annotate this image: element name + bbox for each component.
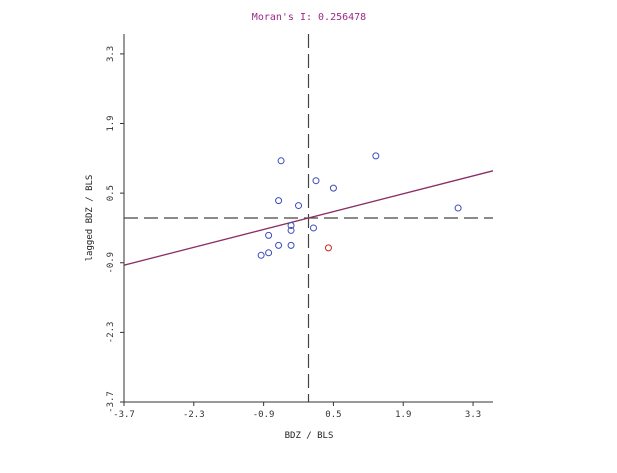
data-point [265, 231, 273, 239]
x-tick-label: -0.9 [253, 410, 275, 420]
y-tick-label: 1.9 [106, 115, 116, 131]
x-tick-label: 3.3 [465, 410, 481, 420]
y-axis-label: lagged BDZ / BLS [85, 175, 95, 262]
data-point [295, 202, 303, 210]
data-point [275, 241, 283, 249]
y-axis-ticks: -3.7 -2.3 -0.9 0.5 1.9 3.3 [106, 46, 124, 413]
x-axis-ticks: -3.7 -2.3 -0.9 0.5 1.9 3.3 [113, 402, 481, 420]
highlighted-point [324, 244, 332, 252]
chart-title: Moran's I: 0.256478 [252, 12, 366, 23]
data-point [329, 184, 337, 192]
regression-line [123, 170, 494, 266]
y-tick-label: -0.9 [106, 252, 116, 274]
data-point [277, 157, 285, 165]
data-point [265, 249, 273, 257]
data-point [257, 251, 265, 259]
data-point [309, 224, 317, 232]
data-points [257, 152, 462, 259]
data-point [287, 221, 295, 229]
data-point [275, 197, 283, 205]
y-tick-label: -3.7 [106, 391, 116, 413]
data-point [287, 241, 295, 249]
y-tick-label: -2.3 [106, 322, 116, 344]
data-point [287, 226, 295, 234]
x-tick-label: -2.3 [183, 410, 205, 420]
y-tick-label: 0.5 [106, 185, 116, 201]
data-point [454, 204, 462, 212]
y-tick-label: 3.3 [106, 46, 116, 62]
data-point [312, 177, 320, 185]
x-axis-label: BDZ / BLS [285, 431, 334, 441]
data-point [372, 152, 380, 160]
x-tick-label: -3.7 [113, 410, 135, 420]
x-tick-label: 0.5 [325, 410, 341, 420]
x-tick-label: 1.9 [395, 410, 411, 420]
